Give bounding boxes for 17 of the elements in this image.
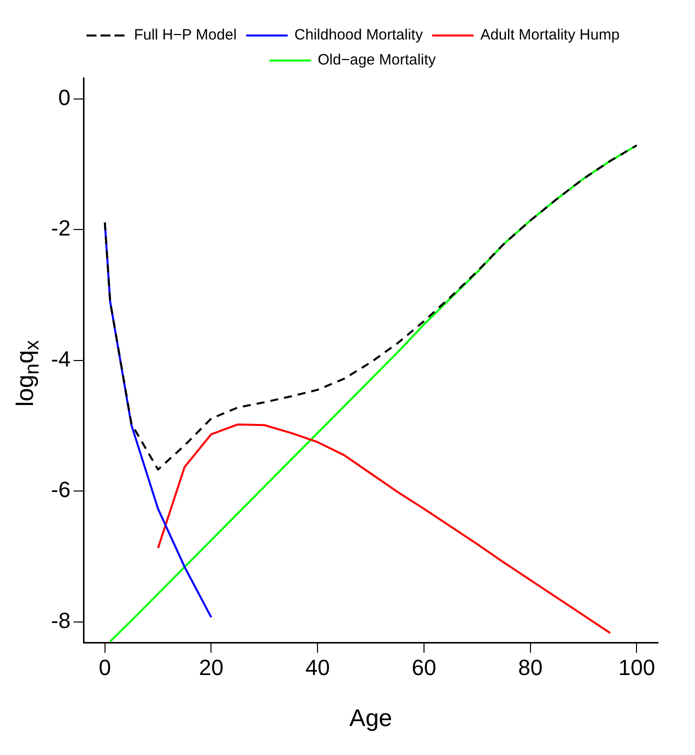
x-tick-label: 0 (98, 655, 111, 680)
legend-label: Full H−P Model (134, 26, 237, 44)
y-tick-label: -4 (51, 346, 71, 372)
legend-label: Old−age Mortality (318, 52, 436, 69)
y-tick-label: -8 (51, 608, 71, 633)
legend-label: Childhood Mortality (294, 26, 424, 44)
y-tick-label: -2 (51, 216, 71, 241)
x-tick-label: 100 (618, 655, 656, 680)
y-tick-label: -6 (51, 477, 71, 502)
x-axis-title: Age (349, 705, 392, 732)
line-series (104, 144, 638, 471)
x-tick-label: 60 (412, 655, 436, 680)
y-tick-label: 0 (58, 84, 71, 110)
x-tick-label: 20 (198, 655, 224, 680)
x-tick-label: 80 (518, 655, 543, 680)
x-tick-label: 40 (305, 655, 330, 680)
legend-label: Adult Mortality Hump (480, 26, 620, 44)
